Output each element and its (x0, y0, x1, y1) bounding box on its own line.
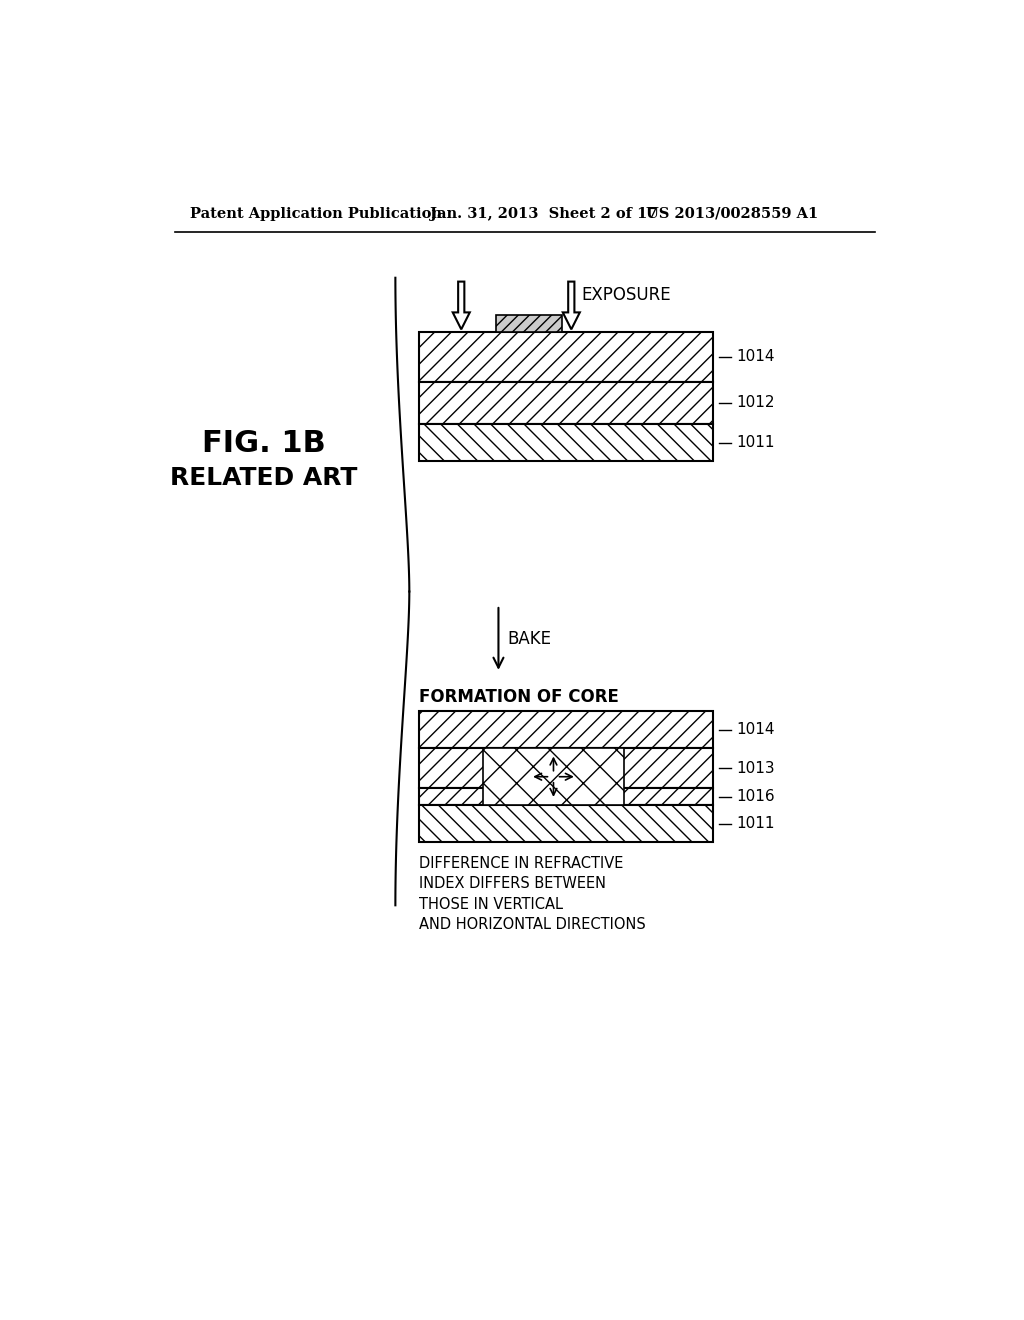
Text: RELATED ART: RELATED ART (170, 466, 357, 490)
Bar (419, 381, 713, 424)
Polygon shape (453, 281, 470, 330)
Text: 1011: 1011 (736, 816, 775, 832)
Text: Patent Application Publication: Patent Application Publication (190, 207, 442, 220)
Text: 1012: 1012 (736, 396, 775, 411)
Text: 1014: 1014 (736, 350, 775, 364)
Bar (419, 788, 713, 805)
Bar (496, 314, 562, 331)
Polygon shape (563, 281, 580, 330)
Text: 1014: 1014 (736, 722, 775, 738)
Bar (419, 424, 713, 461)
Bar (419, 711, 713, 748)
Bar (419, 805, 713, 842)
Text: US 2013/0028559 A1: US 2013/0028559 A1 (646, 207, 818, 220)
Bar (419, 748, 713, 788)
Bar (419, 331, 713, 381)
Text: FIG. 1B: FIG. 1B (202, 429, 326, 458)
Text: 1013: 1013 (736, 760, 775, 776)
Text: FORMATION OF CORE: FORMATION OF CORE (419, 689, 618, 706)
Bar (483, 748, 624, 805)
Text: BAKE: BAKE (508, 630, 552, 648)
Text: DIFFERENCE IN REFRACTIVE
INDEX DIFFERS BETWEEN
THOSE IN VERTICAL
AND HORIZONTAL : DIFFERENCE IN REFRACTIVE INDEX DIFFERS B… (419, 857, 645, 932)
Text: 1011: 1011 (736, 436, 775, 450)
Text: Jan. 31, 2013  Sheet 2 of 17: Jan. 31, 2013 Sheet 2 of 17 (430, 207, 657, 220)
Text: EXPOSURE: EXPOSURE (582, 286, 671, 305)
Text: 1016: 1016 (736, 789, 775, 804)
